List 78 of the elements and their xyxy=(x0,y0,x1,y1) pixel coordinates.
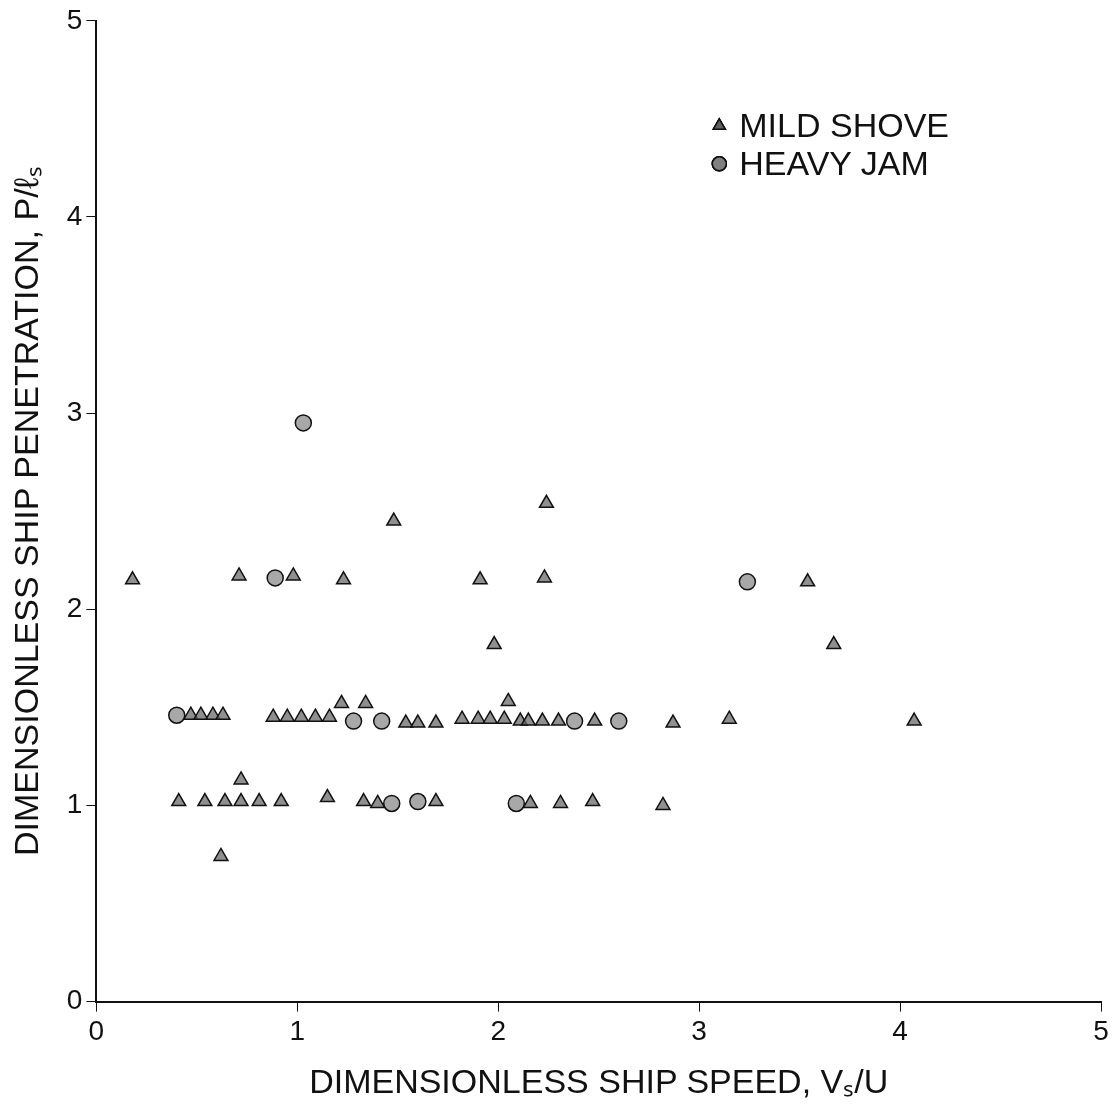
point xyxy=(307,708,324,722)
point xyxy=(285,567,301,581)
point xyxy=(197,792,213,807)
point xyxy=(266,569,284,587)
point xyxy=(333,694,350,709)
point xyxy=(738,573,757,591)
point xyxy=(496,710,512,724)
point xyxy=(319,788,336,803)
point xyxy=(428,714,444,728)
point xyxy=(486,635,502,650)
point xyxy=(534,712,551,726)
x-tick-label: 2 xyxy=(490,1015,507,1047)
point xyxy=(321,708,338,722)
point xyxy=(584,792,601,807)
point xyxy=(826,635,842,650)
point xyxy=(233,792,249,807)
point xyxy=(293,708,309,722)
y-tick-label: 5 xyxy=(66,3,83,35)
x-tick-label: 1 xyxy=(289,1015,306,1047)
point xyxy=(586,712,603,726)
point xyxy=(500,692,516,707)
point xyxy=(357,694,374,709)
point xyxy=(721,710,737,724)
point xyxy=(470,710,486,724)
y-tick-label: 3 xyxy=(66,395,83,427)
point xyxy=(273,792,289,807)
point xyxy=(655,796,671,811)
point xyxy=(565,712,584,730)
point xyxy=(382,794,401,813)
point xyxy=(171,792,187,807)
point xyxy=(536,569,553,583)
point xyxy=(355,792,372,807)
point xyxy=(906,712,922,726)
point xyxy=(482,710,498,724)
point xyxy=(167,706,186,724)
point xyxy=(520,712,537,726)
point xyxy=(409,792,427,811)
point xyxy=(369,794,386,809)
point xyxy=(217,792,233,807)
point xyxy=(231,567,247,581)
point xyxy=(372,712,391,730)
point xyxy=(335,571,352,585)
y-tick-label: 4 xyxy=(66,199,83,231)
point xyxy=(552,794,569,809)
point xyxy=(428,792,444,807)
x-tick-label: 3 xyxy=(691,1015,707,1047)
y-tick-label: 2 xyxy=(66,592,83,623)
legend-label: HEAVY JAM xyxy=(739,144,929,183)
point xyxy=(294,414,313,432)
point xyxy=(472,571,488,585)
point xyxy=(799,573,816,587)
x-tick-label: 5 xyxy=(1093,1015,1109,1047)
point xyxy=(454,710,470,724)
point xyxy=(251,792,267,807)
point xyxy=(398,714,414,728)
point xyxy=(507,794,526,813)
point xyxy=(193,706,209,720)
point xyxy=(279,708,295,722)
point xyxy=(610,712,628,730)
x-axis-title: DIMENSIONLESS SHIP SPEED, Vₛ/U xyxy=(309,1061,889,1100)
point xyxy=(124,571,141,585)
point xyxy=(386,512,402,526)
y-tick-label: 0 xyxy=(66,984,83,1016)
point xyxy=(344,712,363,730)
point xyxy=(265,708,281,722)
point xyxy=(213,847,229,862)
point xyxy=(665,714,681,728)
point xyxy=(550,712,567,726)
y-tick-label: 1 xyxy=(66,788,83,820)
point xyxy=(538,494,555,509)
point xyxy=(215,706,231,720)
point xyxy=(522,794,539,809)
x-tick-label: 4 xyxy=(892,1015,908,1047)
legend-label: MILD SHOVE xyxy=(739,106,950,145)
x-tick-label: 0 xyxy=(88,1015,105,1047)
y-axis-title: DIMENSIONLESS SHIP PENETRATION, P/ℓₛ xyxy=(6,166,45,856)
point xyxy=(233,771,249,785)
point xyxy=(410,714,426,728)
